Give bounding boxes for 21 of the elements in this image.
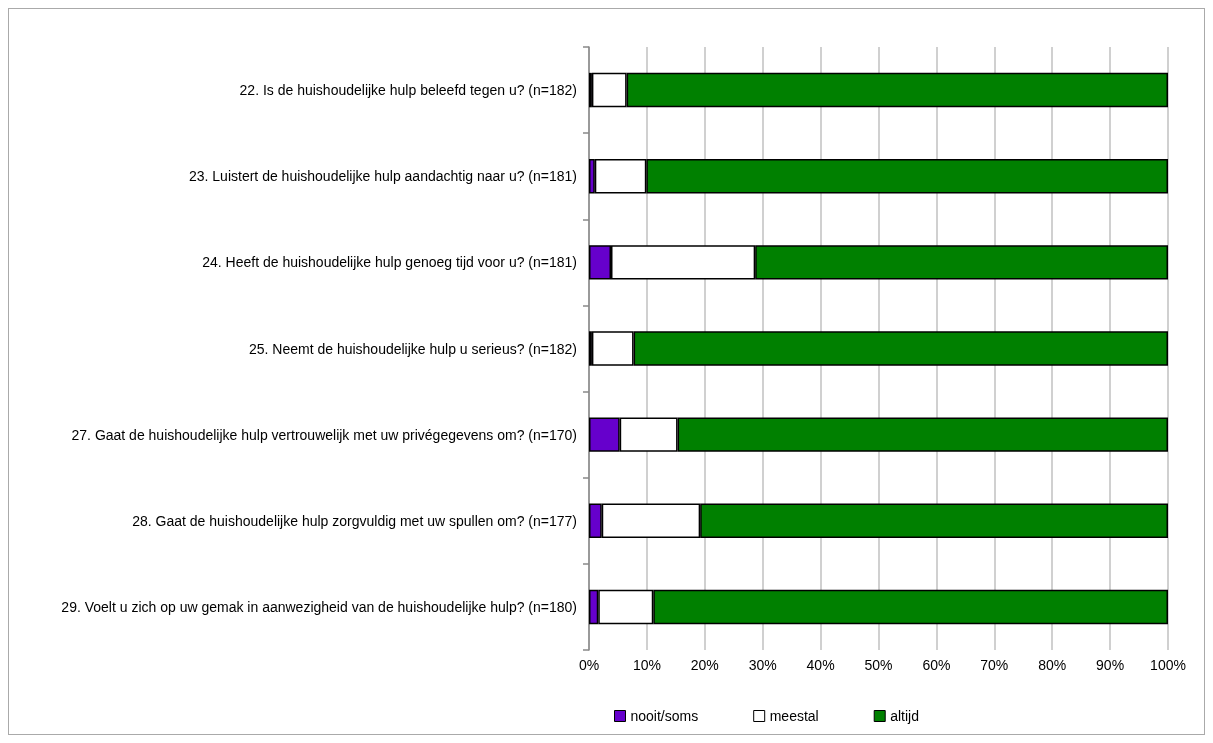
x-tick-label: 60%: [922, 657, 951, 673]
y-tick-label: 25. Neemt de huishoudelijke hulp u serieus? (n=182): [248, 340, 577, 357]
x-tick-label: 10%: [632, 657, 661, 673]
y-tick-label: 24. Heeft de huishoudelijke hulp genoeg tijd voor u? (n=181): [202, 254, 577, 271]
x-tick-label: 70%: [980, 657, 1009, 673]
y-tick-label: 28. Gaat de huishoudelijke hulp zorgvuldig met uw spullen om? (n=177): [132, 512, 577, 529]
legend-label: meestal: [769, 708, 819, 724]
x-tick-label: 80%: [1038, 657, 1067, 673]
x-tick-label: 50%: [864, 657, 893, 673]
y-tick-label: 22. Is de huishoudelijke hulp beleefd tegen u? (n=182): [239, 82, 577, 99]
legend-label: altijd: [890, 708, 920, 724]
x-tick-label: 40%: [806, 657, 835, 673]
y-tick-label: 29. Voelt u zich op uw gemak in aanwezigheid van de huishoudelijke hulp? (n=180): [61, 598, 577, 615]
x-tick-label: 20%: [690, 657, 719, 673]
legend-label: nooit/soms: [630, 708, 699, 724]
x-tick-label: 100%: [1150, 657, 1186, 673]
x-tick-label: 30%: [748, 657, 777, 673]
y-tick-label: 27. Gaat de huishoudelijke hulp vertrouwelijk met uw privégegevens om? (n=170): [71, 426, 577, 443]
x-tick-label: 90%: [1096, 657, 1125, 673]
y-tick-label: 23. Luistert de huishoudelijke hulp aandachtig naar u? (n=181): [188, 168, 577, 185]
x-tick-label: 0%: [578, 657, 600, 673]
